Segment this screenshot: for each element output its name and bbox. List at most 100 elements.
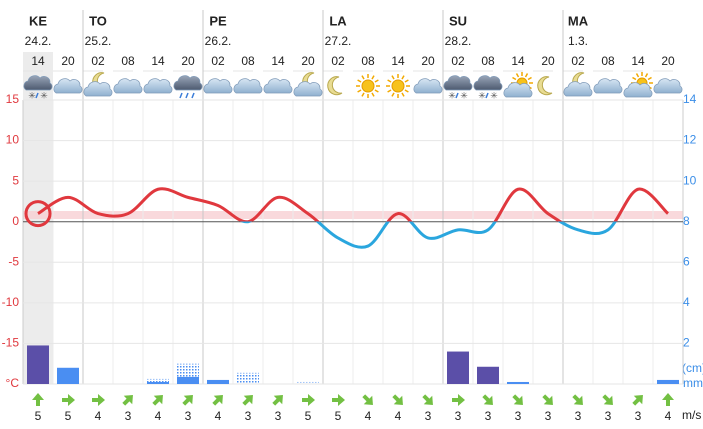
wind-speed: 4 [395, 409, 402, 423]
wind-arrow [242, 395, 253, 406]
weather-icon-cloud-sun [503, 72, 533, 98]
cloud [623, 82, 653, 98]
day-label: PE [209, 13, 227, 28]
arrow-shape [602, 394, 613, 405]
sun-ray [357, 89, 362, 93]
y2-tick-label: 14 [683, 92, 697, 106]
snow-flake: ✳ [28, 90, 36, 100]
cloud [83, 81, 113, 97]
sun-ray [512, 76, 517, 81]
sun-ray [387, 89, 392, 93]
precipitation-bar [477, 366, 499, 384]
weather-icon-moon [327, 76, 343, 96]
time-label: 14 [631, 54, 645, 68]
y-tick-label: -15 [2, 336, 20, 350]
sun-ray [357, 79, 362, 83]
cloud [263, 78, 293, 94]
sun-ray [374, 89, 379, 93]
wind-arrow [392, 394, 403, 405]
weather-icon-sun [356, 74, 380, 98]
sun-ray [524, 73, 529, 78]
snow-flake: ✳ [490, 90, 498, 100]
y2-tick-label: 12 [683, 133, 697, 147]
sun-ray [647, 76, 652, 81]
weather-icon-cloud [203, 78, 233, 94]
wind-arrow [62, 394, 75, 406]
precipitation-bar [147, 381, 169, 384]
sun-ray [361, 92, 365, 97]
y-tick-label: -5 [8, 254, 19, 268]
weather-icon-cloud [113, 78, 143, 94]
arrow-shape [302, 394, 315, 406]
weather-icon-cloud [233, 78, 263, 94]
time-label: 20 [661, 54, 675, 68]
wind-arrow [602, 394, 613, 405]
arrow-shape [662, 393, 674, 406]
cloud [173, 75, 203, 91]
rain-drop [455, 92, 459, 99]
arrow-shape [392, 394, 403, 405]
date-label: 27.2. [325, 34, 352, 48]
arrow-shape [62, 394, 75, 406]
sun-ray [404, 79, 409, 83]
time-label: 20 [301, 54, 315, 68]
cloud [233, 78, 263, 94]
y2-tick-label: 2 [683, 336, 690, 350]
weather-icon-cloud-moon [293, 72, 323, 97]
wind-speed: 4 [365, 409, 372, 423]
y2-tick-label: 8 [683, 214, 690, 228]
cloud [503, 82, 533, 98]
date-label: 28.2. [445, 34, 472, 48]
weather-icon-cloud [53, 78, 83, 94]
sun-ray [371, 75, 375, 80]
day-label: LA [329, 13, 347, 28]
wind-speed: 3 [485, 409, 492, 423]
precipitation-bar [447, 351, 469, 384]
sun-ray [374, 79, 379, 83]
time-label: 08 [601, 54, 615, 68]
arrow-shape [242, 395, 253, 406]
wind-arrow [452, 394, 465, 406]
day-label: KE [29, 13, 47, 28]
sun-ray [632, 76, 637, 81]
wind-unit: m/s [682, 408, 701, 422]
date-label: 25.2. [85, 34, 112, 48]
sun-ray [401, 92, 405, 97]
weather-icon-cloud-moon [83, 72, 113, 97]
wind-speed: 3 [635, 409, 642, 423]
arrow-shape [362, 394, 373, 405]
sun-ray [391, 92, 395, 97]
wind-arrow [182, 395, 193, 406]
rain-drop [485, 92, 489, 99]
sun-ray [635, 73, 640, 78]
wind-arrow [482, 394, 493, 405]
time-label: 20 [421, 54, 435, 68]
y-tick-label: 5 [12, 173, 19, 187]
snow-flake: ✳ [448, 90, 456, 100]
y2-tick-label: mm [683, 376, 703, 390]
weather-icon-cloud-sun [623, 72, 653, 98]
wind-arrow [152, 395, 163, 406]
wind-speed: 3 [515, 409, 522, 423]
weather-icon-rain [173, 75, 203, 99]
cloud [203, 78, 233, 94]
time-label: 08 [241, 54, 255, 68]
time-label: 02 [211, 54, 225, 68]
precipitation-bar [27, 345, 49, 384]
precipitation-bar [657, 379, 679, 384]
wind-arrow [332, 394, 345, 406]
date-label: 1.3. [568, 34, 588, 48]
precipitation-bar [57, 367, 79, 384]
time-label: 14 [31, 54, 45, 68]
wind-speed: 3 [275, 409, 282, 423]
snow-flake: ✳ [460, 90, 468, 100]
day-label: SU [449, 13, 467, 28]
arrow-shape [482, 394, 493, 405]
y2-tick-label: 6 [683, 254, 690, 268]
weather-icon-sleet: ✳ ✳ [473, 75, 503, 100]
wind-arrow [512, 394, 523, 405]
time-label: 14 [391, 54, 405, 68]
cloud [413, 78, 443, 94]
arrow-shape [632, 395, 643, 406]
